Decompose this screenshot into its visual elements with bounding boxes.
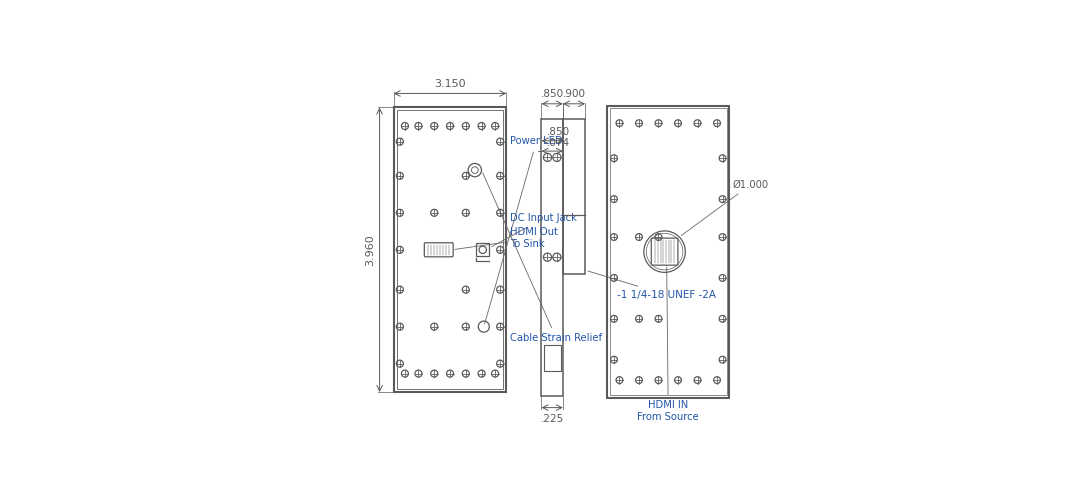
Bar — [541, 119, 563, 396]
Bar — [608, 106, 730, 397]
Text: -1 1/4-18 UNEF -2A: -1 1/4-18 UNEF -2A — [588, 271, 715, 300]
Bar — [476, 243, 489, 256]
Bar — [610, 108, 726, 395]
Bar — [396, 110, 503, 389]
Text: 3.150: 3.150 — [435, 79, 466, 89]
Text: .850: .850 — [547, 127, 570, 137]
Text: HDMI Out
To Sink: HDMI Out To Sink — [455, 228, 558, 250]
Text: Power LED: Power LED — [485, 136, 563, 324]
Text: Cable Strain Relief: Cable Strain Relief — [482, 173, 602, 343]
Bar — [393, 108, 506, 392]
Bar — [543, 345, 561, 372]
Text: .225: .225 — [540, 414, 564, 424]
Text: HDMI IN
From Source: HDMI IN From Source — [637, 267, 699, 422]
Text: 3.960: 3.960 — [365, 234, 375, 265]
Text: .850: .850 — [540, 89, 564, 99]
Text: DC Input Jack: DC Input Jack — [492, 213, 577, 247]
Bar — [563, 119, 585, 274]
Text: .074: .074 — [547, 138, 570, 148]
Text: Ø1.000: Ø1.000 — [682, 180, 769, 236]
Text: .900: .900 — [563, 89, 586, 99]
